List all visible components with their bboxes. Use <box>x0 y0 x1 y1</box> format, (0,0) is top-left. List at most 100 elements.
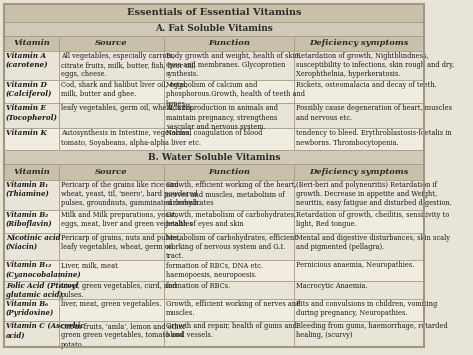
Text: (Beri-beri and polyneuritis) Retardation if
growth. Decrease in appetite and Wei: (Beri-beri and polyneuritis) Retardation… <box>296 181 451 207</box>
Text: Vitamin B₆
(Pyridoxine): Vitamin B₆ (Pyridoxine) <box>6 300 54 317</box>
Text: Liver, green vegetables, curd, and
pulses.: Liver, green vegetables, curd, and pulse… <box>61 282 176 299</box>
Bar <box>59 80 164 103</box>
Bar <box>164 321 294 347</box>
Bar <box>59 321 164 347</box>
Text: Retardation of growth, cheilitis, sensitivity to
light, Red tongue.: Retardation of growth, cheilitis, sensit… <box>296 211 449 228</box>
Text: Metabolism of carbohydrates, efficient
working of nervous system and G.I.
tract.: Metabolism of carbohydrates, efficient w… <box>166 234 297 261</box>
Text: Body growth and weight, health of skin,
eyes and membranes. Glycoprotien
synthes: Body growth and weight, health of skin, … <box>166 52 300 78</box>
Text: Cod, shark and halibut liver oil, eggs,
milk, butter and ghee.: Cod, shark and halibut liver oil, eggs, … <box>61 81 187 98</box>
Bar <box>4 80 59 103</box>
Bar <box>4 321 59 347</box>
Bar <box>4 128 59 150</box>
Text: B. Water Soluble Vitamins: B. Water Soluble Vitamins <box>148 153 280 162</box>
Bar <box>164 80 294 103</box>
Text: formation of RBCs, DNA etc.
haemopoesis, neuropoesis.: formation of RBCs, DNA etc. haemopoesis,… <box>166 261 263 279</box>
Text: tendency to bleed. Erythroblastosis-foetalis in
newborns. Thrombocytopenia.: tendency to bleed. Erythroblastosis-foet… <box>296 129 451 147</box>
Bar <box>294 51 424 80</box>
Bar <box>4 180 59 210</box>
Text: Aids reproduction in animals and
maintain pregnancy, strengthens
vascular and ne: Aids reproduction in animals and maintai… <box>166 104 278 131</box>
Text: formation of RBCs.: formation of RBCs. <box>166 282 230 290</box>
Bar <box>59 51 164 80</box>
Text: Bleeding from gums, haemorrhage, retarded
healing, (scurvy): Bleeding from gums, haemorrhage, retarde… <box>296 322 447 339</box>
Text: Vitamin B₁₂
(Cyanocobalamine): Vitamin B₁₂ (Cyanocobalamine) <box>6 261 82 279</box>
Bar <box>4 150 424 164</box>
Text: Citrus fruits, 'amla', lemon and other
green green vegetables, tomato and
potato: Citrus fruits, 'amla', lemon and other g… <box>61 322 185 349</box>
Bar <box>59 103 164 128</box>
Text: Vitamin B₂
(Riboflavin): Vitamin B₂ (Riboflavin) <box>6 211 53 228</box>
Bar <box>59 233 164 260</box>
Bar <box>4 103 59 128</box>
Bar <box>59 299 164 321</box>
Text: All vegetables, especially carrots,
citrate fruits, milk, butter, fish, liver oi: All vegetables, especially carrots, citr… <box>61 52 195 78</box>
Bar <box>4 36 59 51</box>
Bar <box>4 4 424 22</box>
Text: Nicotinic acid
(Niacin): Nicotinic acid (Niacin) <box>6 234 61 251</box>
Text: Folic Acid (Pteroyl
glutamic acid): Folic Acid (Pteroyl glutamic acid) <box>6 282 79 299</box>
Text: Deficiency symptoms: Deficiency symptoms <box>309 168 409 176</box>
Bar <box>164 164 294 180</box>
Bar <box>164 299 294 321</box>
Bar <box>294 103 424 128</box>
Bar <box>164 180 294 210</box>
Text: Rickets, osteomalacia and decay of teeth.: Rickets, osteomalacia and decay of teeth… <box>296 81 437 89</box>
Text: A. Fat Soluble Vitamins: A. Fat Soluble Vitamins <box>155 24 273 33</box>
Bar <box>294 180 424 210</box>
Bar <box>294 80 424 103</box>
Bar <box>294 233 424 260</box>
Text: Liver, milk, meat: Liver, milk, meat <box>61 261 117 269</box>
Text: Essentials of Essential Vitamins: Essentials of Essential Vitamins <box>127 8 301 17</box>
Text: liver, meat, green vegetables.: liver, meat, green vegetables. <box>61 300 161 308</box>
Bar <box>4 299 59 321</box>
Bar <box>4 51 59 80</box>
Text: Function: Function <box>208 168 250 176</box>
Bar <box>294 281 424 299</box>
Text: Mental and digestive disturbances, skin scaly
and pigmented (pellagra).: Mental and digestive disturbances, skin … <box>296 234 450 251</box>
Text: Growth and repair, health of gums and
blood vessels.: Growth and repair, health of gums and bl… <box>166 322 297 339</box>
Bar <box>164 36 294 51</box>
Text: Vitamin K: Vitamin K <box>6 129 47 137</box>
Bar <box>164 103 294 128</box>
Text: Retardation of growth, Nightblindness,
susceptibility to infections, skin rough : Retardation of growth, Nightblindness, s… <box>296 52 454 78</box>
Bar <box>294 299 424 321</box>
Text: Milk and Milk preparations, yeast,
eggs, meat, liver and green vegetables: Milk and Milk preparations, yeast, eggs,… <box>61 211 192 228</box>
Text: Vitamin E
(Tocopherol): Vitamin E (Tocopherol) <box>6 104 58 122</box>
Bar <box>164 210 294 233</box>
Bar <box>4 233 59 260</box>
Bar <box>294 164 424 180</box>
Text: Normal coagulation of blood: Normal coagulation of blood <box>166 129 262 137</box>
Text: Source: Source <box>95 168 128 176</box>
Text: Growth, efficient working of nerves and
muscles.: Growth, efficient working of nerves and … <box>166 300 300 317</box>
Bar <box>294 321 424 347</box>
Text: Vitamin A
(carotene): Vitamin A (carotene) <box>6 52 49 69</box>
Bar <box>164 128 294 150</box>
Text: Autosynthesis in Intestine, vegetables,
tomato, Soyabeans, alpha-alpha liver etc: Autosynthesis in Intestine, vegetables, … <box>61 129 201 147</box>
Bar <box>59 180 164 210</box>
Bar <box>294 260 424 281</box>
Text: Source: Source <box>95 39 128 47</box>
Bar <box>4 210 59 233</box>
Text: Growth, efficient working of the heart,
nerves and muscles, metabolism of
carboh: Growth, efficient working of the heart, … <box>166 181 296 207</box>
Text: Macrocytic Anaemia.: Macrocytic Anaemia. <box>296 282 367 290</box>
Text: Vitamin D
(Calciferol): Vitamin D (Calciferol) <box>6 81 53 98</box>
Bar <box>294 36 424 51</box>
Bar <box>294 128 424 150</box>
Bar <box>59 164 164 180</box>
Bar <box>164 281 294 299</box>
Bar <box>164 233 294 260</box>
Bar <box>4 22 424 36</box>
Bar <box>59 128 164 150</box>
Bar <box>294 210 424 233</box>
Text: Vitamin: Vitamin <box>13 168 50 176</box>
Text: Metabolism of calcium and
phosphorous.Growth, health of teeth and
bones.: Metabolism of calcium and phosphorous.Gr… <box>166 81 305 108</box>
Text: Pernicious anaemia, Neuropathies.: Pernicious anaemia, Neuropathies. <box>296 261 414 269</box>
Text: Vitamin: Vitamin <box>13 39 50 47</box>
Text: Growth, metabolism of carbohydrates,
health of eyes and skin: Growth, metabolism of carbohydrates, hea… <box>166 211 296 228</box>
Bar <box>59 210 164 233</box>
Text: Vitamin C (Ascorbic
acid): Vitamin C (Ascorbic acid) <box>6 322 85 339</box>
Bar <box>59 260 164 281</box>
Bar <box>59 36 164 51</box>
Text: Deficiency symptoms: Deficiency symptoms <box>309 39 409 47</box>
Bar <box>4 164 59 180</box>
Text: Pericarp of grains, nuts and pulses,
leafy vegetables, wheat, germ oil.: Pericarp of grains, nuts and pulses, lea… <box>61 234 180 251</box>
Text: Function: Function <box>208 39 250 47</box>
